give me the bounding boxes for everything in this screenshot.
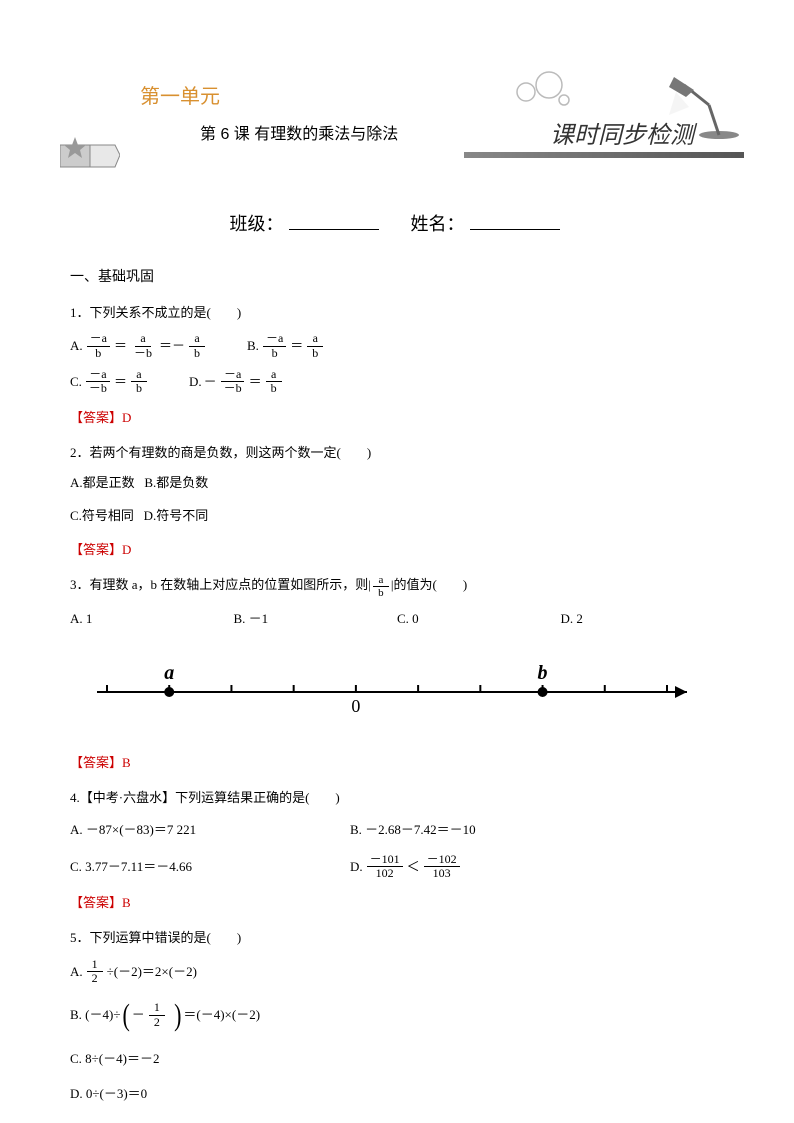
class-blank[interactable]	[289, 229, 379, 230]
unit-title: 第一单元	[140, 80, 220, 109]
frac-den: b	[266, 382, 282, 395]
svg-text:0: 0	[351, 696, 360, 716]
frac-num: －a	[86, 368, 109, 382]
star-badge-icon	[60, 125, 120, 170]
bubbles-icon	[514, 70, 574, 110]
q4-stem: 4.【中考·六盘水】下列运算结果正确的是( )	[70, 786, 724, 809]
q4-option-a: A. －87×(－83)＝7 221	[70, 818, 350, 841]
question-3: 3．有理数 a，b 在数轴上对应点的位置如图所示，则|ab|的值为( ) A. …	[70, 573, 724, 630]
frac-num: －a	[221, 368, 244, 382]
q2-option-b: B.都是负数	[144, 475, 208, 490]
eq: ＝－	[159, 334, 185, 357]
frac-num: 1	[87, 958, 103, 972]
q4-option-d: D. －101102 ＜ －102103	[350, 853, 630, 880]
eq: ＝	[290, 334, 303, 357]
svg-text:b: b	[538, 662, 548, 684]
eq: ＝	[249, 370, 262, 393]
neg: －	[204, 370, 217, 393]
q5-option-d: D. 0÷(－3)＝0	[70, 1082, 724, 1105]
name-blank[interactable]	[470, 229, 560, 230]
q2-option-a: A.都是正数	[70, 475, 135, 490]
q5-optA-label: A.	[70, 960, 83, 983]
q1-option-b: B. －ab ＝ ab	[247, 332, 325, 359]
q1-option-c: C. －a－b ＝ ab	[70, 368, 149, 395]
q1-optD-label: D.	[189, 370, 202, 393]
q1-option-d: D. － －a－b ＝ ab	[189, 368, 284, 395]
name-label: 姓名：	[411, 214, 465, 234]
q2-stem: 2．若两个有理数的商是负数，则这两个数一定( )	[70, 441, 724, 464]
q5-optA-rest: ÷(－2)＝2×(－2)	[107, 960, 197, 983]
frac-den: 103	[430, 867, 454, 880]
q2-answer: 【答案】D	[70, 539, 724, 558]
frac-den: b	[373, 587, 389, 599]
q4-option-b: B. －2.68－7.42＝－10	[350, 818, 630, 841]
q5-stem: 5．下列运算中错误的是( )	[70, 926, 724, 949]
q1-optB-label: B.	[247, 334, 259, 357]
frac-num: －a	[263, 332, 286, 346]
q3-option-c: C. 0	[397, 607, 561, 630]
frac-num: a	[266, 368, 282, 382]
question-2: 2．若两个有理数的商是负数，则这两个数一定( ) A.都是正数 B.都是负数 C…	[70, 441, 724, 527]
frac-den: b	[189, 347, 205, 360]
q5-option-a: A. 12 ÷(－2)＝2×(－2)	[70, 958, 724, 985]
frac-den: －b	[86, 382, 110, 395]
q3-option-d: D. 2	[561, 607, 725, 630]
frac-num: a	[373, 574, 389, 587]
header-banner: 第一单元 第 6 课 有理数的乘法与除法 课时同步检测	[70, 80, 724, 190]
q1-stem: 1．下列关系不成立的是( )	[70, 301, 724, 324]
frac-num: a	[307, 332, 323, 346]
question-1: 1．下列关系不成立的是( ) A. －ab ＝ a－b ＝－ ab B. －ab…	[70, 301, 724, 395]
frac-den: b	[90, 347, 106, 360]
eq: ＝	[114, 370, 127, 393]
q5-option-b: B. (－4)÷ ( － 12 ) ＝(－4)×(－2)	[70, 995, 724, 1035]
frac-den: 2	[87, 972, 103, 985]
frac-den: b	[307, 347, 323, 360]
q1-optC-label: C.	[70, 370, 82, 393]
number-line-diagram: a b 0	[70, 657, 724, 717]
frac-den: 2	[149, 1016, 165, 1029]
q4-optD-label: D.	[350, 855, 363, 878]
frac-num: a	[131, 368, 147, 382]
q3-option-b: B. －1	[234, 607, 398, 630]
q1-answer: 【答案】D	[70, 407, 724, 426]
banner-underline	[464, 152, 744, 158]
frac-num: －102	[424, 853, 460, 867]
frac-num: －a	[87, 332, 110, 346]
q5-optB-pre: B. (－4)÷	[70, 1003, 120, 1026]
neg: －	[132, 1003, 145, 1026]
frac-num: －101	[367, 853, 403, 867]
class-label: 班级：	[230, 214, 284, 234]
q5-optB-post: ＝(－4)×(－2)	[183, 1003, 260, 1026]
frac-num: a	[135, 332, 151, 346]
frac-den: 102	[373, 867, 397, 880]
question-4: 4.【中考·六盘水】下列运算结果正确的是( ) A. －87×(－83)＝7 2…	[70, 786, 724, 880]
q4-option-c: C. 3.77－7.11＝－4.66	[70, 855, 350, 878]
q3-stem-pre: 3．有理数 a，b 在数轴上对应点的位置如图所示，则	[70, 577, 368, 592]
frac-den: b	[267, 347, 283, 360]
q5-option-c: C. 8÷(－4)＝－2	[70, 1047, 724, 1070]
q1-optA-label: A.	[70, 334, 83, 357]
q4-answer: 【答案】B	[70, 892, 724, 911]
section-1-title: 一、基础巩固	[70, 266, 724, 286]
banner-text: 课时同步检测	[550, 115, 694, 150]
student-info-line: 班级： 姓名：	[70, 210, 724, 236]
eq: ＝	[114, 334, 127, 357]
frac-den: b	[131, 382, 147, 395]
frac-num: 1	[149, 1001, 165, 1015]
lesson-title: 第 6 课 有理数的乘法与除法	[200, 120, 398, 144]
lparen: (	[122, 987, 129, 1042]
question-5: 5．下列运算中错误的是( ) A. 12 ÷(－2)＝2×(－2) B. (－4…	[70, 926, 724, 1105]
q2-option-c: C.符号相同	[70, 508, 134, 523]
frac-num: a	[189, 332, 205, 346]
q2-option-d: D.符号不同	[144, 508, 209, 523]
frac-den: －b	[131, 347, 155, 360]
rparen: )	[174, 987, 181, 1042]
q1-option-a: A. －ab ＝ a－b ＝－ ab	[70, 332, 207, 359]
lt: ＜	[407, 855, 420, 878]
frac-den: －b	[221, 382, 245, 395]
q3-answer: 【答案】B	[70, 752, 724, 771]
q3-option-a: A. 1	[70, 607, 234, 630]
q3-stem-post: 的值为( )	[394, 577, 468, 592]
svg-text:a: a	[164, 662, 174, 684]
